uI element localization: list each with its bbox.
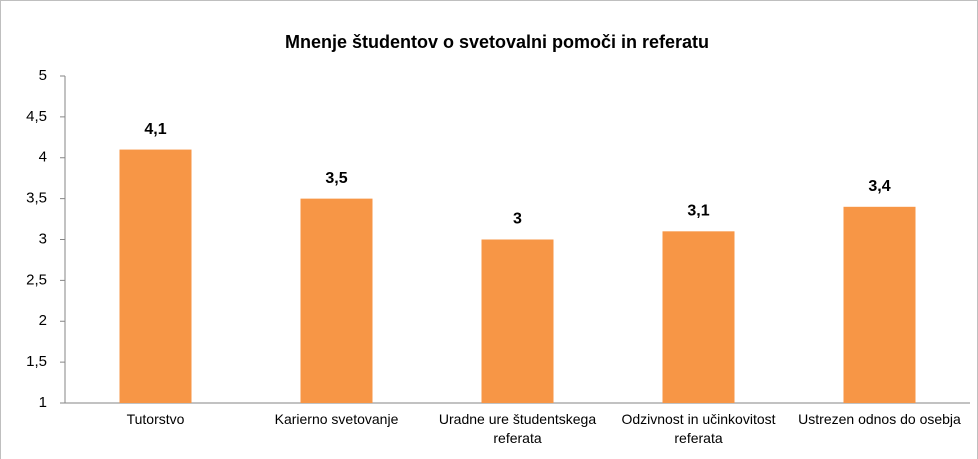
x-tick-label: Odzivnost in učinkovitost referata (621, 411, 776, 446)
data-label: 3,1 (687, 203, 709, 220)
bar (481, 239, 554, 403)
x-tick-label: Uradne ure študentskega referata (438, 411, 597, 446)
bar (843, 206, 916, 403)
y-tick-label: 2 (39, 312, 47, 329)
data-label: 4,1 (144, 121, 166, 138)
x-tick-label: Tutorstvo (126, 411, 185, 427)
y-tick-label: 5 (39, 67, 47, 84)
y-tick-label: 4 (39, 149, 47, 166)
data-label: 3 (513, 211, 522, 228)
y-tick-label: 1 (39, 394, 47, 411)
y-tick-label: 4,5 (26, 108, 47, 125)
y-tick-label: 3 (39, 230, 47, 247)
y-tick-label: 3,5 (26, 190, 47, 207)
x-tick-label: Karierno svetovanje (274, 411, 399, 427)
x-tick-label: Ustrezen odnos do osebja (798, 411, 961, 427)
y-tick-label: 1,5 (26, 353, 47, 370)
chart-title: Mnenje študentov o svetovalni pomoči in … (285, 32, 709, 52)
bar (300, 198, 373, 403)
bar (119, 149, 192, 403)
data-label: 3,4 (868, 178, 890, 195)
data-label: 3,5 (325, 170, 347, 187)
y-tick-label: 2,5 (26, 271, 47, 288)
bar (662, 231, 735, 403)
